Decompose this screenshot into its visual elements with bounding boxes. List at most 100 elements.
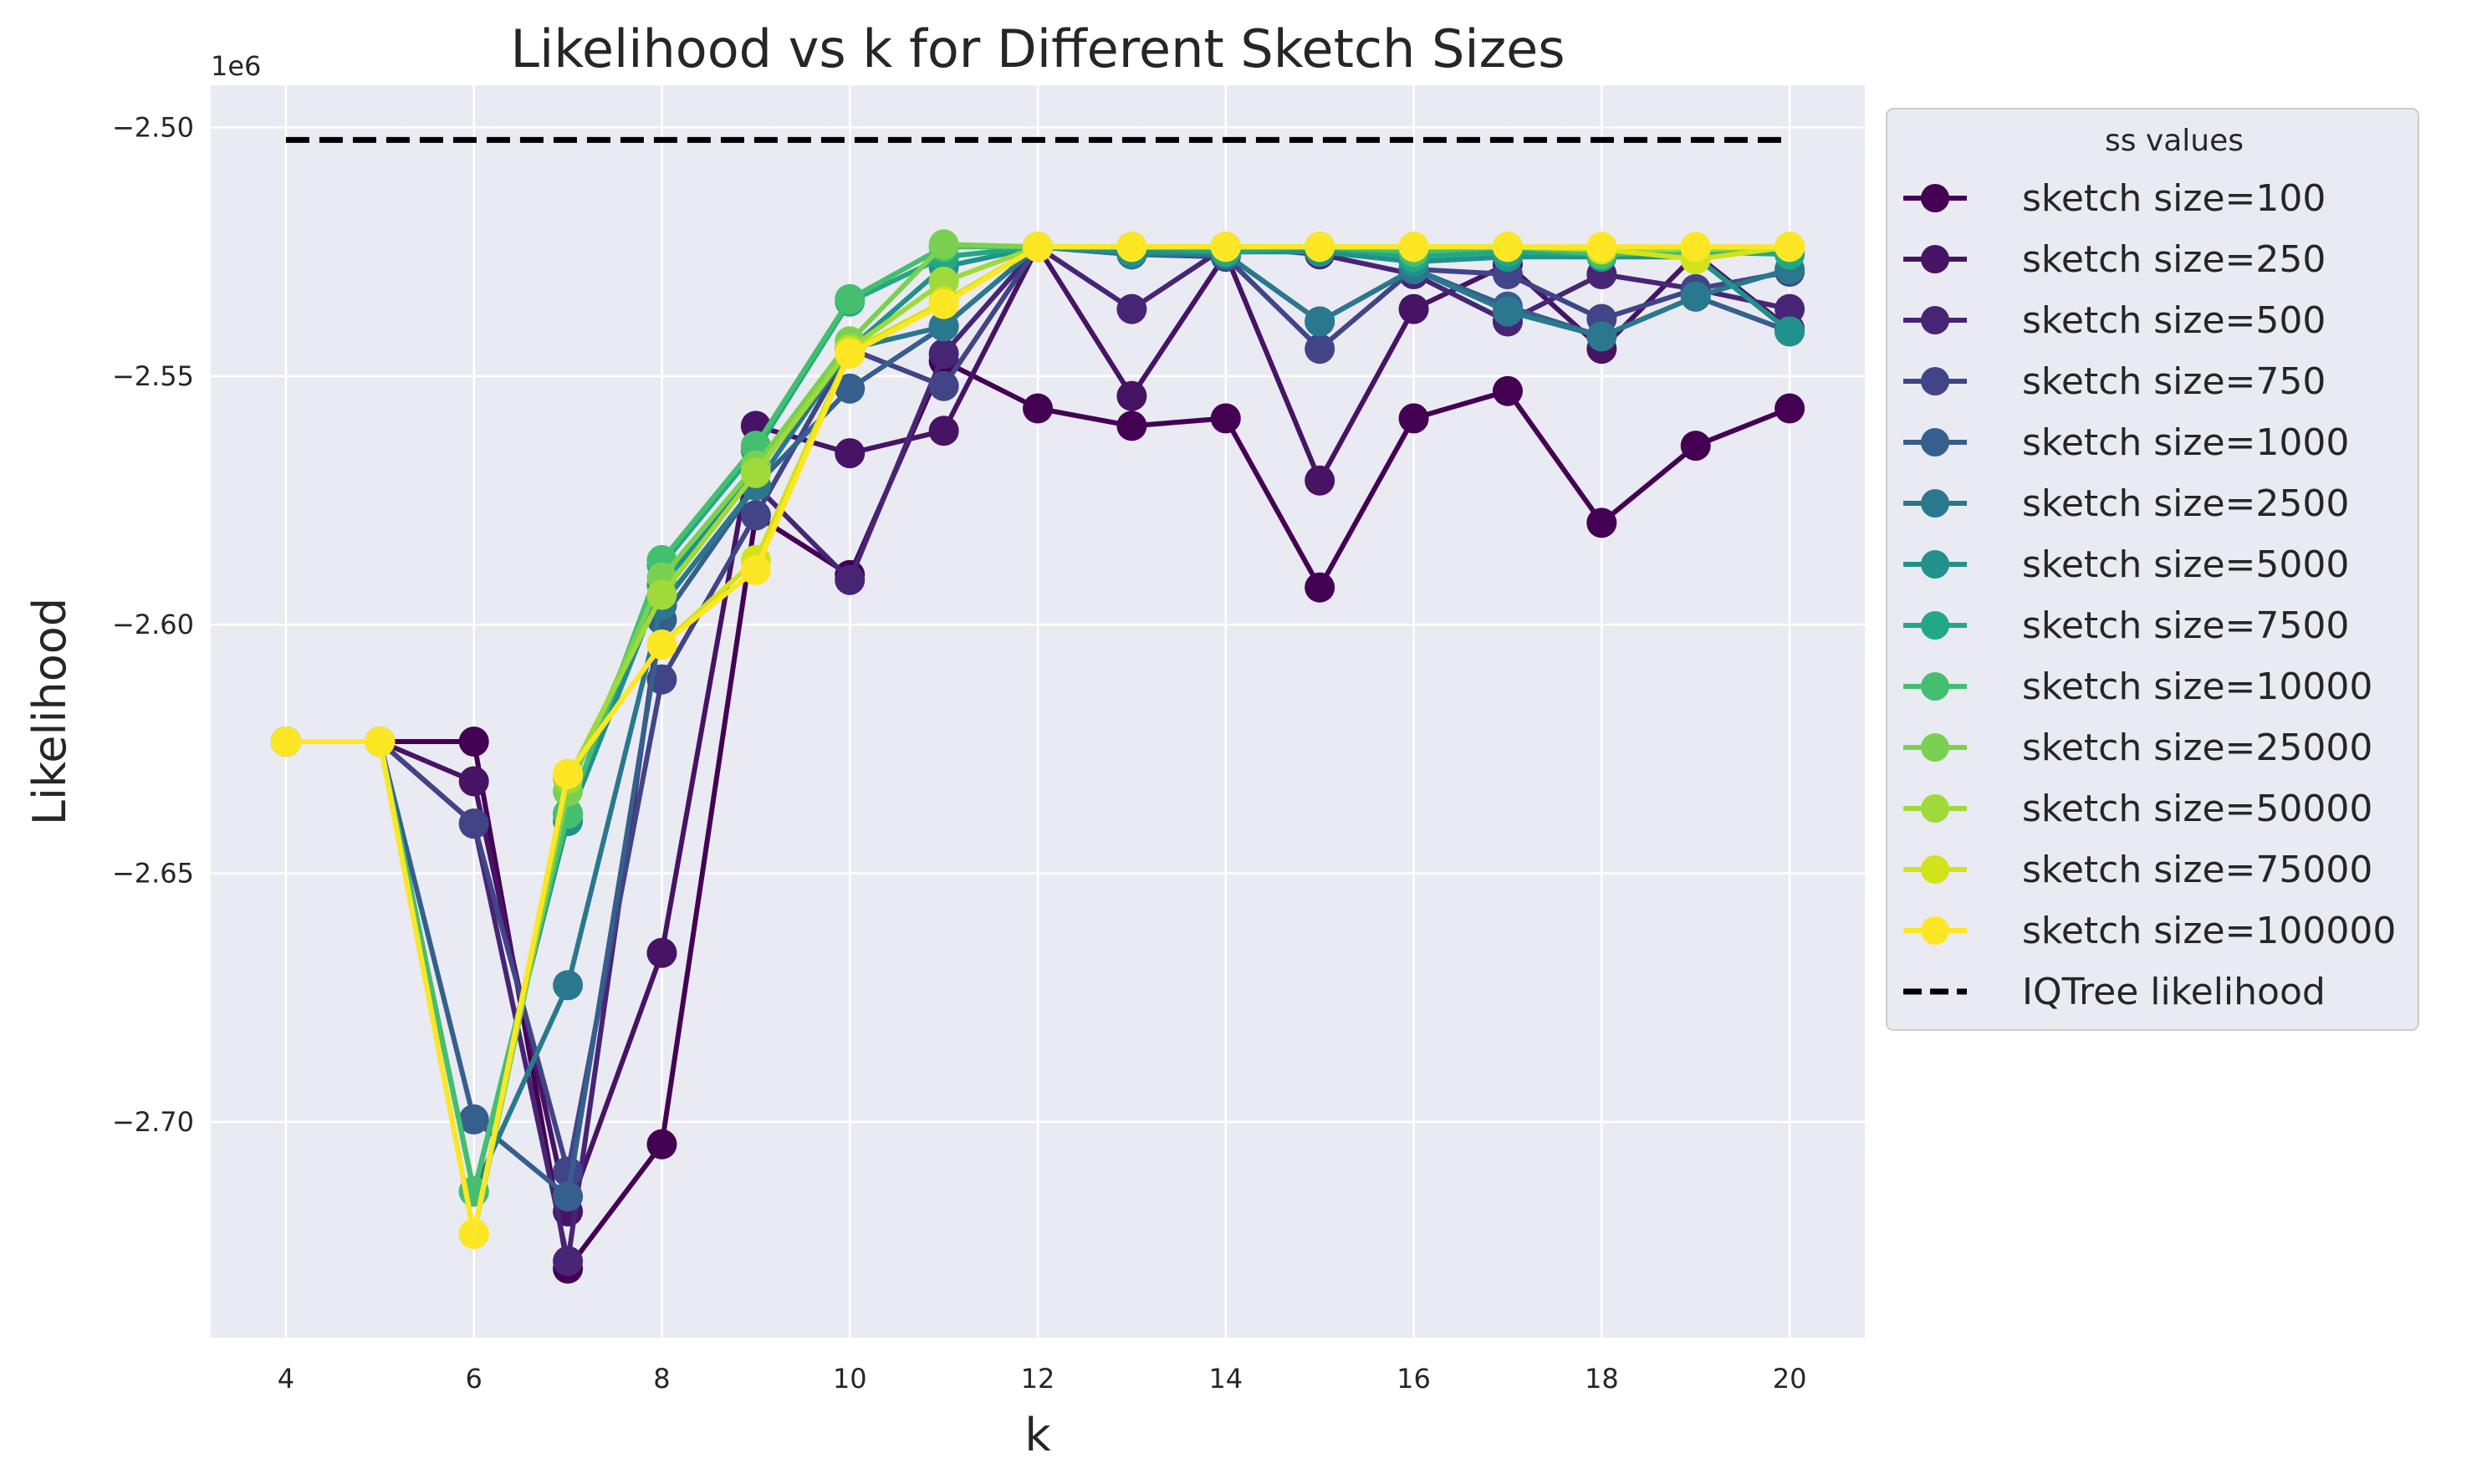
legend-item: sketch size=100 <box>1903 177 2326 220</box>
y-tick-label: −2.60 <box>112 609 194 640</box>
data-point <box>458 1104 489 1135</box>
data-point <box>1775 232 1805 263</box>
x-tick-label: 4 <box>278 1363 294 1395</box>
data-point <box>928 370 959 401</box>
legend-item: sketch size=50000 <box>1903 788 2372 830</box>
legend-label: sketch size=5000 <box>2022 543 2349 586</box>
data-point <box>1305 306 1335 337</box>
data-point <box>835 564 866 595</box>
series-12 <box>270 232 1805 1249</box>
data-point <box>1116 232 1147 263</box>
data-point <box>1116 293 1147 324</box>
data-point <box>1305 232 1335 263</box>
y-tick-label: −2.55 <box>112 360 194 392</box>
legend-swatch-marker <box>1921 672 1949 701</box>
legend-item: sketch size=25000 <box>1903 727 2372 769</box>
legend-item: IQTree likelihood <box>1903 971 2326 1013</box>
data-point <box>365 726 396 757</box>
data-point <box>1023 232 1053 263</box>
data-point <box>928 416 959 446</box>
tick-labels: 4 6 8 10 12 14 16 18 20 −2.50 −2.55 −2.60 −2.65 −2.70 <box>112 112 1807 1395</box>
data-point <box>928 288 959 319</box>
legend-label: sketch size=250 <box>2022 238 2326 281</box>
legend-label: sketch size=10000 <box>2022 666 2372 708</box>
data-point <box>1775 393 1805 424</box>
data-point <box>553 970 584 1001</box>
data-point <box>1586 321 1617 352</box>
legend: ss values sketch size=100 sketch size=250… <box>1886 108 2419 1031</box>
data-point <box>1775 293 1805 324</box>
legend-label: sketch size=100 <box>2022 177 2326 220</box>
data-point <box>1680 232 1711 263</box>
data-point <box>835 438 866 469</box>
legend-item: sketch size=500 <box>1903 299 2326 342</box>
data-point <box>1680 281 1711 312</box>
data-point <box>1398 293 1429 324</box>
legend-item: sketch size=750 <box>1903 360 2326 403</box>
series-layer <box>270 229 1805 1284</box>
legend-swatch-marker <box>1921 367 1949 395</box>
legend-label: sketch size=75000 <box>2022 849 2372 891</box>
y-offset-label: 1e6 <box>211 50 261 82</box>
data-point <box>1492 232 1523 263</box>
data-point <box>1023 393 1053 424</box>
y-tick-label: −2.65 <box>112 858 194 890</box>
legend-swatch-marker <box>1921 916 1949 945</box>
legend-item: sketch size=7500 <box>1903 604 2349 647</box>
x-tick-label: 16 <box>1397 1363 1431 1395</box>
x-tick-label: 6 <box>466 1363 483 1395</box>
data-point <box>835 283 866 314</box>
data-point <box>740 457 771 488</box>
data-point <box>646 937 677 968</box>
legend-item: sketch size=1000 <box>1903 421 2349 464</box>
data-point <box>1398 232 1429 263</box>
legend-swatch-marker <box>1921 489 1949 518</box>
data-point <box>928 229 959 260</box>
y-axis-label: Likelihood <box>23 598 76 825</box>
data-point <box>1210 403 1241 434</box>
legend-swatch-marker <box>1921 245 1949 273</box>
legend-swatch-marker <box>1921 855 1949 884</box>
legend-label: sketch size=2500 <box>2022 482 2349 525</box>
legend-item: sketch size=75000 <box>1903 849 2372 891</box>
data-point <box>1492 296 1523 327</box>
x-tick-label: 14 <box>1208 1363 1243 1395</box>
chart-title: Likelihood vs k for Different Sketch Siz… <box>510 18 1565 79</box>
legend-items: sketch size=100 sketch size=250 sketch siz… <box>1903 177 2396 1013</box>
legend-label: sketch size=50000 <box>2022 788 2372 830</box>
legend-swatch-marker <box>1921 733 1949 762</box>
legend-swatch-marker <box>1921 550 1949 579</box>
data-point <box>1305 334 1335 365</box>
legend-label: sketch size=25000 <box>2022 727 2372 769</box>
data-point <box>1210 232 1241 263</box>
data-point <box>646 579 677 610</box>
x-tick-label: 8 <box>653 1363 670 1395</box>
data-point <box>1586 507 1617 538</box>
legend-label: sketch size=1000 <box>2022 421 2349 464</box>
data-point <box>553 1246 584 1277</box>
data-point <box>1492 375 1523 406</box>
data-point <box>1586 232 1617 263</box>
x-tick-label: 20 <box>1773 1363 1807 1395</box>
data-point <box>458 1218 489 1249</box>
legend-swatch-marker <box>1921 306 1949 334</box>
legend-item: sketch size=5000 <box>1903 543 2349 586</box>
data-point <box>1680 431 1711 462</box>
data-point <box>646 630 677 660</box>
legend-swatch-marker <box>1921 428 1949 456</box>
legend-label: IQTree likelihood <box>2022 971 2326 1013</box>
data-point <box>835 373 866 404</box>
data-point <box>646 1129 677 1160</box>
data-point <box>458 766 489 797</box>
data-point <box>458 808 489 839</box>
legend-item: sketch size=100000 <box>1903 910 2396 952</box>
legend-swatch-marker <box>1921 184 1949 212</box>
data-point <box>835 339 866 370</box>
x-tick-label: 18 <box>1585 1363 1619 1395</box>
data-point <box>928 311 959 342</box>
legend-swatch-marker <box>1921 794 1949 823</box>
legend-swatch-marker <box>1921 611 1949 640</box>
legend-label: sketch size=500 <box>2022 299 2326 342</box>
data-point <box>1305 465 1335 496</box>
legend-label: sketch size=7500 <box>2022 604 2349 647</box>
